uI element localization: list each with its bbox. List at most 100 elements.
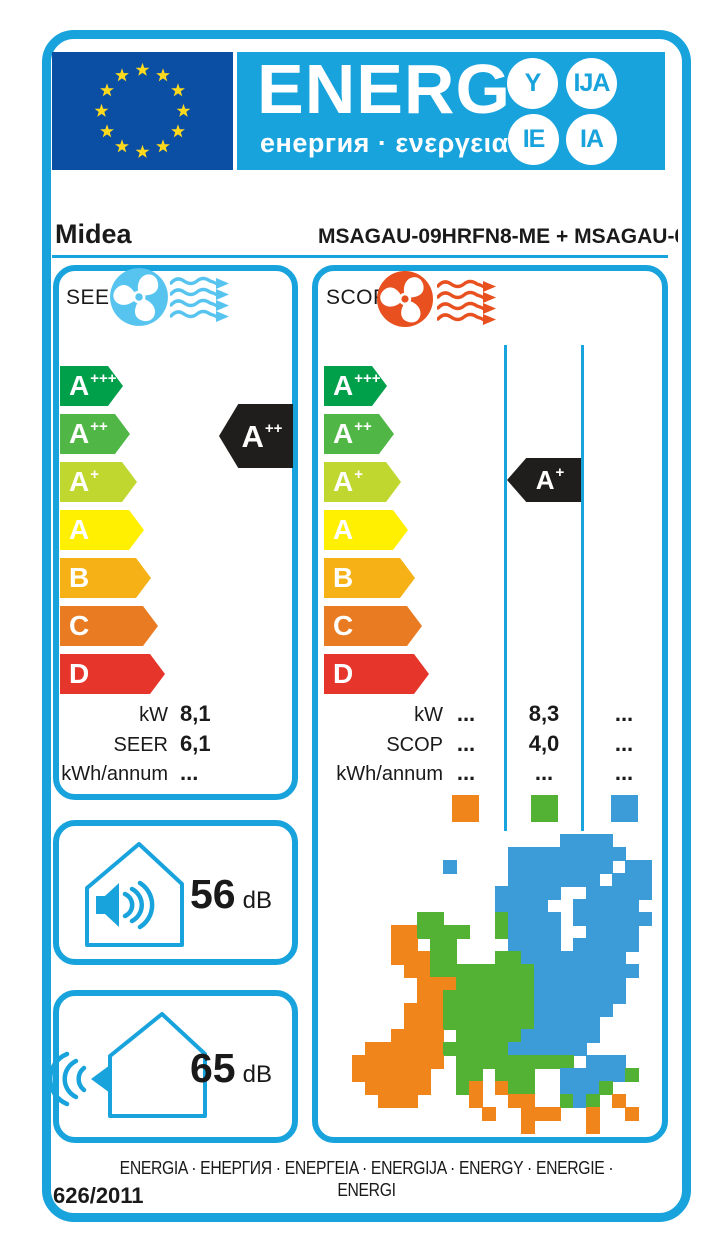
map-cell xyxy=(443,964,457,978)
map-cell xyxy=(547,873,561,887)
map-cell xyxy=(417,912,431,926)
map-cell xyxy=(599,1003,613,1017)
map-cell xyxy=(521,1029,535,1043)
map-cell xyxy=(534,1042,548,1056)
map-cell xyxy=(443,951,457,965)
map-cell xyxy=(495,1042,509,1056)
map-cell xyxy=(521,925,535,939)
map-cell xyxy=(560,847,574,861)
map-cell xyxy=(573,834,587,848)
brand-name: Midea xyxy=(55,219,132,249)
metric-value: 8,1 xyxy=(180,701,211,726)
map-cell xyxy=(521,1081,535,1095)
map-cell xyxy=(586,834,600,848)
map-cell xyxy=(404,964,418,978)
map-cell xyxy=(599,1081,613,1095)
map-cell xyxy=(521,899,535,913)
climate-zone-square-warm xyxy=(452,795,479,822)
map-cell xyxy=(417,977,431,991)
map-cell xyxy=(586,899,600,913)
map-cell xyxy=(508,1003,522,1017)
map-cell xyxy=(430,925,444,939)
map-cell xyxy=(482,964,496,978)
map-cell xyxy=(599,925,613,939)
map-cell xyxy=(391,1055,405,1069)
energy-words: ENERGIA · ЕНЕРГИЯ · ΕΝΕΡΓΕΙΑ · ENERGIJA … xyxy=(119,1157,614,1200)
map-cell xyxy=(417,1016,431,1030)
map-cell xyxy=(430,1003,444,1017)
map-cell xyxy=(599,899,613,913)
map-cell xyxy=(625,860,639,874)
map-cell xyxy=(430,1016,444,1030)
metric-value: 6,1 xyxy=(180,730,211,756)
map-cell xyxy=(586,912,600,926)
map-cell xyxy=(365,1042,379,1056)
energy-class-A: A xyxy=(324,510,408,550)
metric-value: ... xyxy=(614,760,634,785)
map-cell xyxy=(469,977,483,991)
map-cell xyxy=(560,1016,574,1030)
map-cell xyxy=(547,1003,561,1017)
map-cell xyxy=(430,964,444,978)
energy-class-A++: A ++ xyxy=(324,414,394,454)
climate-zone-column-cold: ... ... ... xyxy=(594,699,654,788)
energy-class-D: D xyxy=(60,654,165,694)
map-cell xyxy=(534,1003,548,1017)
map-cell xyxy=(560,873,574,887)
climate-zone-square-average xyxy=(531,795,558,822)
indoor-noise-unit: dB xyxy=(242,887,272,914)
map-cell xyxy=(482,1042,496,1056)
energy-class-C: C xyxy=(60,606,158,646)
map-cell xyxy=(482,1029,496,1043)
scop-rating-sup: + xyxy=(555,463,565,481)
map-cell xyxy=(560,951,574,965)
map-cell xyxy=(534,964,548,978)
map-cell xyxy=(469,1029,483,1043)
energy-class-B: B xyxy=(60,558,151,598)
map-cell xyxy=(521,1042,535,1056)
map-cell xyxy=(534,912,548,926)
map-cell xyxy=(599,964,613,978)
map-cell xyxy=(508,1055,522,1069)
map-cell xyxy=(443,977,457,991)
map-cell xyxy=(469,964,483,978)
map-cell xyxy=(573,977,587,991)
map-cell xyxy=(534,899,548,913)
map-cell xyxy=(612,964,626,978)
map-cell xyxy=(391,925,405,939)
indoor-noise-house-icon xyxy=(85,842,184,947)
map-cell xyxy=(534,977,548,991)
map-cell xyxy=(560,1003,574,1017)
map-cell xyxy=(456,964,470,978)
map-cell xyxy=(534,938,548,952)
map-cell xyxy=(417,1055,431,1069)
map-cell xyxy=(378,1055,392,1069)
seer-section-title: SEER xyxy=(66,286,126,309)
indoor-noise-box xyxy=(53,820,298,965)
seer-rating-grade: A xyxy=(241,418,264,454)
map-cell xyxy=(443,938,457,952)
map-cell xyxy=(560,860,574,874)
map-cell xyxy=(430,1029,444,1043)
map-cell xyxy=(638,860,652,874)
map-cell xyxy=(586,1016,600,1030)
map-cell xyxy=(521,886,535,900)
map-cell xyxy=(508,847,522,861)
map-cell xyxy=(625,925,639,939)
map-cell xyxy=(612,912,626,926)
scop-section-title: SCOP xyxy=(326,286,388,309)
map-cell xyxy=(508,964,522,978)
map-cell xyxy=(378,1042,392,1056)
map-cell xyxy=(534,873,548,887)
outdoor-noise-number: 65 xyxy=(190,1045,236,1091)
map-cell xyxy=(521,912,535,926)
metric-value: ... xyxy=(614,730,634,756)
map-cell xyxy=(404,951,418,965)
map-cell xyxy=(482,1107,496,1121)
map-cell xyxy=(443,1016,457,1030)
map-cell xyxy=(404,1094,418,1108)
map-cell xyxy=(404,925,418,939)
map-cell xyxy=(612,899,626,913)
map-cell xyxy=(534,1055,548,1069)
